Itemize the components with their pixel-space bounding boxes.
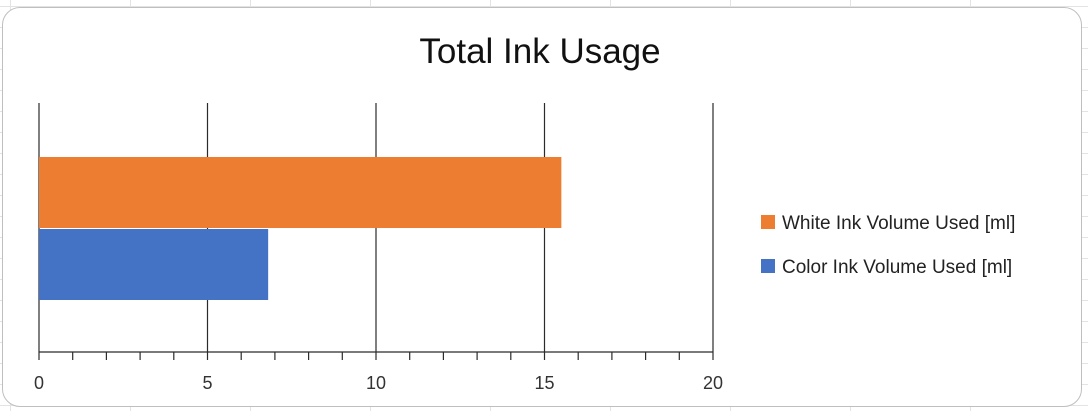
legend-label: Color Ink Volume Used [ml] — [782, 257, 1012, 278]
x-axis: 0 5 10 15 20 — [34, 352, 723, 393]
legend-swatch — [761, 215, 775, 229]
legend-swatch — [761, 259, 775, 273]
legend-label: White Ink Volume Used [ml] — [782, 213, 1015, 234]
legend: White Ink Volume Used [ml] Color Ink Volu… — [761, 213, 1015, 278]
x-tick-label: 5 — [202, 373, 212, 393]
bar[interactable] — [39, 157, 561, 228]
x-tick-label: 0 — [34, 373, 44, 393]
chart-title: Total Ink Usage — [419, 32, 660, 71]
x-tick-label: 15 — [534, 373, 554, 393]
bar[interactable] — [39, 229, 268, 300]
bars — [39, 157, 561, 300]
x-tick-label: 20 — [703, 373, 723, 393]
x-tick-label: 10 — [366, 373, 386, 393]
